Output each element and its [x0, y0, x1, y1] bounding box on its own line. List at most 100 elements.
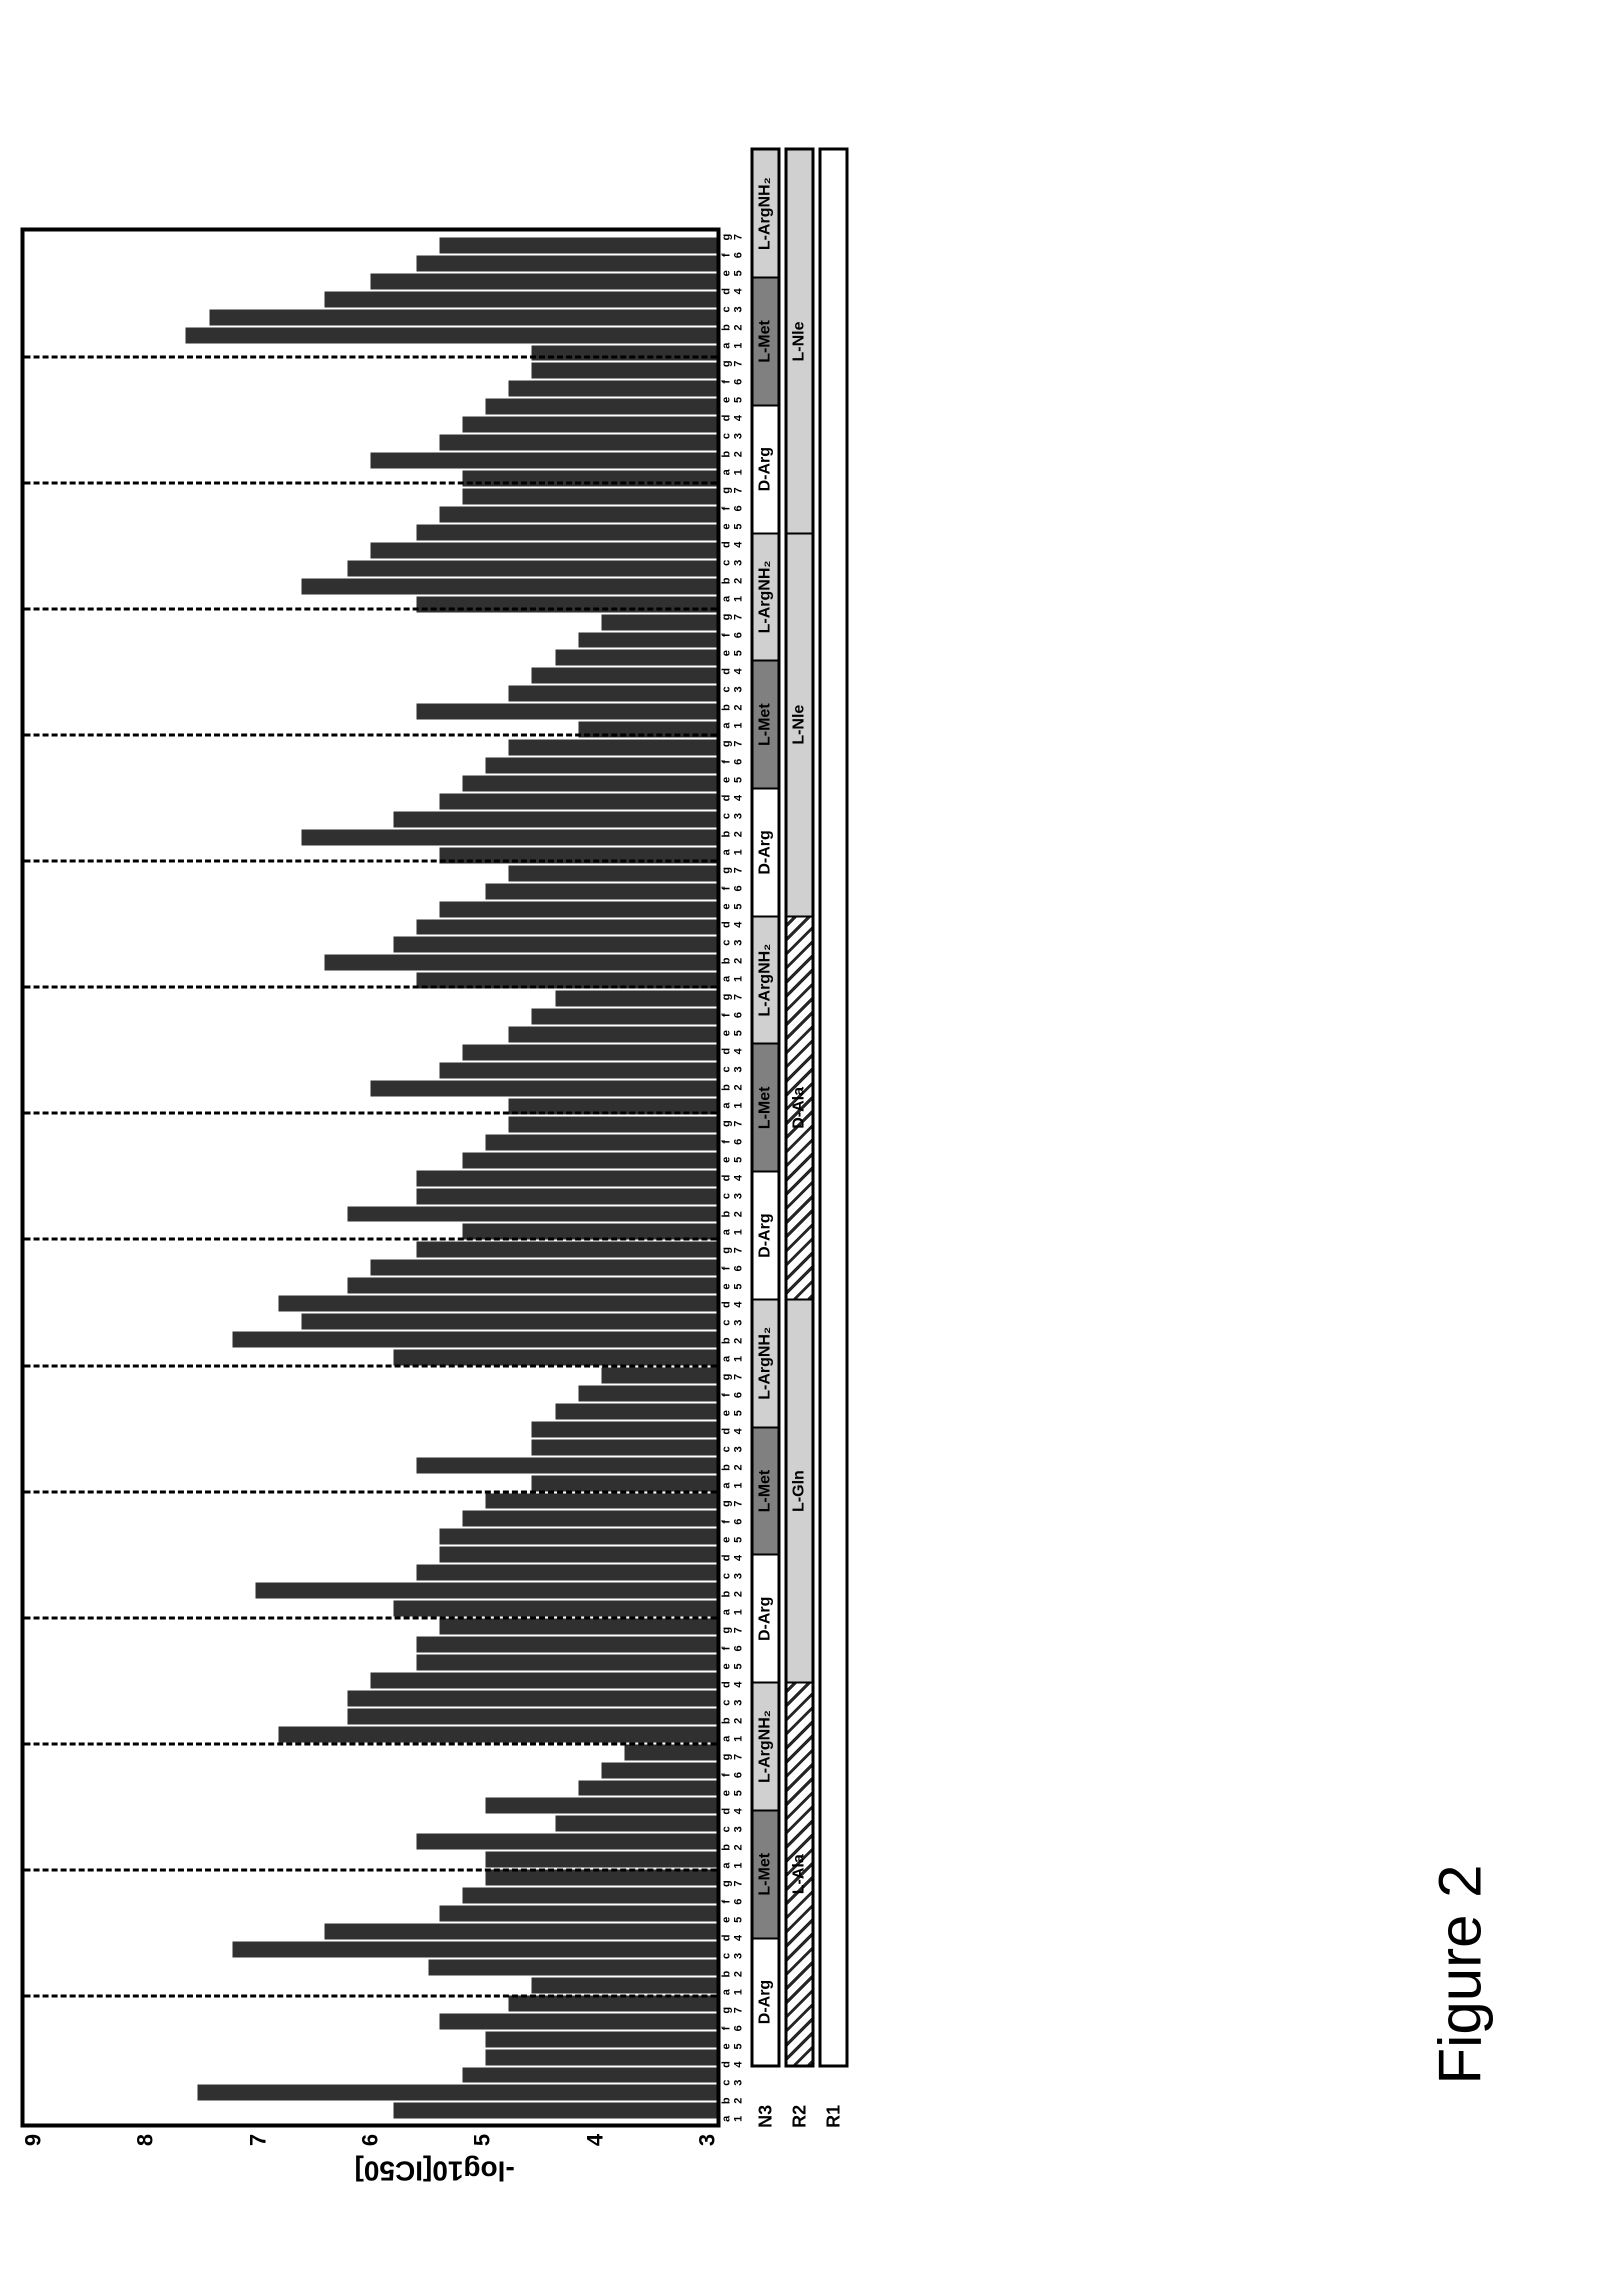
x-letter-label: e [721, 1405, 733, 1421]
x-number-label: 3 [733, 2075, 745, 2091]
x-letter-label: f [721, 880, 733, 896]
x-letter-label: g [721, 736, 733, 752]
legend-cell [822, 151, 846, 2065]
bar [428, 1959, 716, 1975]
x-number-label: 6 [733, 627, 745, 643]
x-number-label: 1 [733, 1351, 745, 1367]
x-letter-label: f [721, 1007, 733, 1023]
bar [440, 1619, 717, 1635]
x-letter-label: g [721, 1496, 733, 1512]
y-axis-label: -log10[IC50] [354, 2154, 514, 2186]
x-number-label: 4 [733, 1550, 745, 1566]
bar [601, 1762, 716, 1778]
x-letter-label: f [721, 374, 733, 390]
x-letter-label: d [721, 1043, 733, 1059]
bar [532, 1475, 717, 1491]
group-divider [25, 733, 717, 736]
x-number-label: 6 [733, 247, 745, 263]
x-number-label: 1 [733, 844, 745, 860]
bar [417, 1834, 717, 1850]
x-number-label: 2 [733, 1333, 745, 1349]
bar [417, 1565, 717, 1581]
x-letter-label: b [721, 320, 733, 336]
x-letter-label: g [721, 2002, 733, 2018]
bar [555, 1816, 716, 1832]
bar [371, 1260, 717, 1276]
group-divider [25, 1364, 717, 1367]
x-letter-label: b [721, 1839, 733, 1855]
bar [509, 1116, 717, 1132]
x-letter-label: d [721, 917, 733, 933]
bar [440, 1063, 717, 1079]
x-letter-label: a [721, 1224, 733, 1240]
x-letter-label: e [721, 1278, 733, 1294]
x-number-label: 6 [733, 1767, 745, 1783]
bar [440, 2013, 717, 2029]
bar [509, 686, 717, 702]
legend-cell: D-Arg [754, 788, 778, 916]
bar [440, 1547, 717, 1563]
x-letter-label: a [721, 1098, 733, 1114]
x-number-label: 7 [733, 482, 745, 498]
bar [486, 2031, 717, 2047]
x-number-label: 7 [733, 1496, 745, 1512]
x-number-label: 3 [733, 935, 745, 951]
bar [301, 578, 716, 594]
bar [486, 1870, 717, 1886]
x-letter-label: b [721, 1206, 733, 1222]
x-number-label: 5 [733, 772, 745, 788]
x-number-label: 1 [733, 591, 745, 607]
x-number-label: 7 [733, 1876, 745, 1892]
bar [417, 1188, 717, 1204]
x-letter-label: a [721, 718, 733, 734]
bar [532, 1439, 717, 1455]
x-number-label: 2 [733, 1586, 745, 1602]
x-number-label: 6 [733, 1260, 745, 1276]
bar [371, 453, 717, 469]
legend-cell: D-Arg [754, 404, 778, 532]
x-number-label: 3 [733, 681, 745, 697]
x-number-label: 5 [733, 392, 745, 408]
legend-cell: D-Arg [754, 1937, 778, 2065]
legend-row: R2L-AlaL-GlnD-AlaL-NleL-Nle [785, 148, 815, 2128]
x-letter-label: g [721, 1242, 733, 1258]
x-number-label: 7 [733, 1749, 745, 1765]
bar [555, 1403, 716, 1419]
x-letter-label: e [721, 772, 733, 788]
x-letter-label: c [721, 1441, 733, 1457]
x-number-label: 5 [733, 1658, 745, 1674]
legend-row-label: R2 [789, 2068, 810, 2128]
x-number-label: 2 [733, 1713, 745, 1729]
legend-cell: L-Met [754, 1809, 778, 1937]
bar [440, 1529, 717, 1545]
x-number-label: 6 [733, 2020, 745, 2036]
x-number-label: 3 [733, 1821, 745, 1837]
x-number-label: 3 [733, 1188, 745, 1204]
bar [532, 1977, 717, 1993]
group-divider [25, 1238, 717, 1241]
x-letter-label: g [721, 1369, 733, 1385]
x-number-label: 5 [733, 519, 745, 535]
bar [532, 668, 717, 684]
bar [394, 811, 717, 827]
bar [463, 417, 717, 433]
x-letter-label: a [721, 338, 733, 354]
x-letter-label: f [721, 1134, 733, 1150]
bar [198, 2085, 717, 2101]
x-letter-label: c [721, 1568, 733, 1584]
bar [555, 650, 716, 666]
bar [347, 1206, 716, 1222]
x-letter-label: g [721, 862, 733, 878]
x-number-label: 5 [733, 1912, 745, 1928]
group-divider [25, 1995, 717, 1998]
x-letter-label: e [721, 1025, 733, 1041]
legend-cell: L-ArgNH₂ [754, 1298, 778, 1426]
legend-cell: L-Nle [788, 151, 812, 532]
bar [509, 865, 717, 881]
bar [278, 1296, 716, 1312]
x-number-label: 4 [733, 1677, 745, 1693]
bar [232, 1942, 716, 1958]
x-letter-label: e [721, 2038, 733, 2054]
x-number-label: 2 [733, 446, 745, 462]
bar [347, 1690, 716, 1706]
